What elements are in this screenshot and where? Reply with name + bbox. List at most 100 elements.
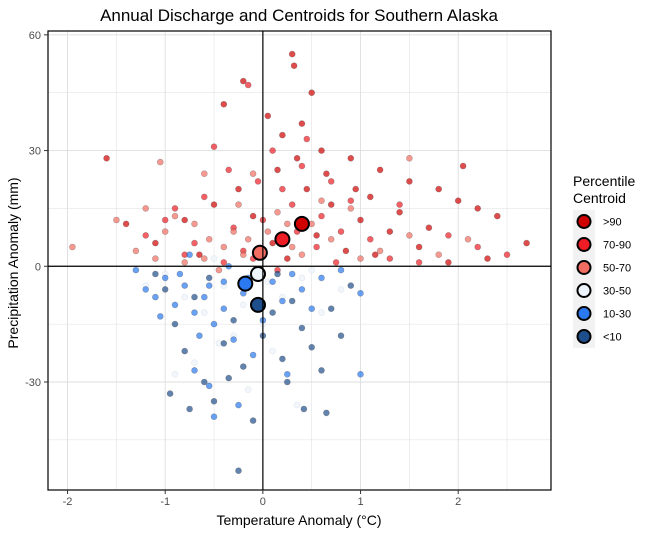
legend-label: >90: [603, 217, 622, 229]
data-point: [161, 274, 169, 282]
data-point: [298, 120, 306, 127]
x-axis-title: Temperature Anomaly (°C): [216, 512, 381, 528]
data-point: [181, 259, 188, 266]
data-point: [347, 282, 355, 289]
data-point: [269, 278, 276, 286]
legend-keys: >90 70-90 50-70 30-50 10-30 <10: [573, 210, 631, 348]
data-point: [249, 417, 257, 424]
data-point: [152, 293, 159, 301]
data-point: [347, 197, 355, 204]
centroid-<10: [250, 296, 266, 313]
data-point: [288, 201, 296, 208]
data-point: [161, 286, 169, 293]
data-point: [191, 220, 198, 228]
panel-frame: [47, 30, 552, 491]
data-point: [201, 309, 208, 316]
centroid-points: [237, 215, 310, 313]
data-point: [254, 178, 262, 185]
legend-label: 70-90: [603, 240, 631, 252]
data-point: [210, 413, 218, 421]
y-tick-label: 30: [29, 146, 41, 158]
data-point: [196, 251, 203, 258]
legend-key-marker: [576, 283, 592, 298]
data-point: [69, 243, 76, 251]
data-point: [288, 50, 296, 58]
data-point: [303, 185, 311, 193]
data-point: [230, 316, 237, 324]
data-point: [288, 243, 296, 251]
data-point: [318, 212, 325, 220]
data-point: [225, 166, 232, 174]
data-point: [181, 293, 188, 301]
centroid->90: [293, 215, 310, 232]
data-point: [313, 243, 320, 251]
data-point: [327, 201, 335, 208]
data-point: [201, 378, 208, 386]
data-point: [269, 309, 276, 316]
legend-label: 10-30: [603, 309, 631, 321]
data-point: [279, 185, 286, 193]
data-point: [318, 367, 325, 374]
data-point: [191, 367, 198, 374]
data-point: [406, 232, 413, 239]
data-point: [396, 201, 403, 208]
data-point: [523, 239, 530, 247]
data-point: [274, 209, 281, 216]
data-point: [445, 259, 452, 266]
data-point: [503, 251, 511, 258]
data-point: [244, 81, 252, 89]
data-point: [376, 247, 384, 255]
data-point: [220, 305, 228, 313]
legend-key-marker: [576, 329, 592, 344]
data-point: [205, 274, 213, 282]
data-point: [493, 212, 501, 220]
data-point: [288, 270, 296, 278]
data-point: [264, 228, 272, 235]
data-point: [357, 216, 364, 224]
data-point: [220, 243, 228, 251]
data-point: [318, 274, 325, 282]
data-point: [279, 297, 286, 305]
data-point: [376, 166, 384, 174]
reference-lines: [48, 31, 551, 490]
centroid-10-30: [237, 275, 254, 292]
data-point: [308, 89, 316, 96]
data-point: [210, 255, 218, 262]
legend-key-marker: [576, 214, 592, 229]
centroid-50-70: [251, 244, 268, 261]
data-point: [293, 155, 301, 162]
data-point: [201, 193, 208, 201]
panel-border: [47, 30, 552, 491]
chart-title: Annual Discharge and Centroids for South…: [100, 6, 498, 25]
data-point: [196, 332, 203, 340]
data-point: [308, 305, 316, 313]
data-point: [225, 374, 232, 382]
data-point: [122, 220, 130, 228]
data-point: [347, 205, 355, 212]
data-point: [484, 255, 491, 262]
data-point: [337, 266, 345, 274]
data-point: [396, 209, 403, 216]
data-point: [161, 216, 169, 224]
data-point: [103, 155, 110, 162]
data-point: [201, 293, 208, 301]
data-point: [327, 305, 335, 313]
data-point: [415, 259, 423, 266]
data-point: [220, 340, 228, 347]
data-point: [474, 205, 482, 212]
data-point: [142, 205, 149, 212]
data-point: [181, 282, 188, 289]
data-point: [240, 301, 247, 309]
data-point: [327, 178, 335, 185]
data-point: [386, 255, 394, 262]
data-point: [249, 212, 257, 220]
data-point: [171, 205, 179, 212]
data-point: [337, 286, 345, 293]
y-tick-label: 60: [29, 30, 41, 42]
data-point: [181, 216, 188, 224]
data-point: [425, 224, 433, 231]
y-tick-label: 0: [35, 261, 41, 273]
data-point: [220, 278, 228, 286]
data-point: [318, 309, 325, 316]
